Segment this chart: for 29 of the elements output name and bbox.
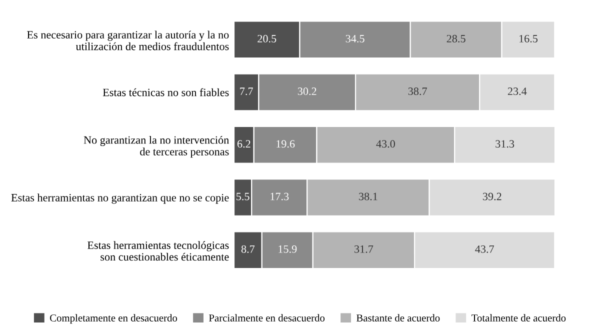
data-label: 16.5 (519, 34, 538, 42)
data-label: 15.9 (278, 245, 297, 253)
data-label: 8.7 (241, 245, 255, 253)
data-label: 31.7 (354, 245, 374, 253)
data-label: 7.7 (240, 88, 253, 96)
y-tick-label: Estas herramientas no garantizan que no se copie (11, 194, 229, 204)
data-label: 17.3 (270, 192, 289, 200)
y-tick-label: Es necesario para garantizar la autoría y la no utilización de medios fraudulentos (27, 30, 229, 50)
legend-label: Totalmente de acuerdo (472, 314, 566, 322)
data-label: 43.0 (376, 140, 395, 148)
data-label: 39.2 (482, 192, 502, 200)
y-tick-label: Estas técnicas no son fiables (102, 88, 229, 96)
data-label: 6.2 (237, 140, 250, 148)
legend-label: Bastante de acuerdo (356, 314, 440, 322)
data-label: 43.7 (475, 245, 494, 253)
data-label: 34.5 (346, 34, 364, 42)
legend-label: Parcialmente en desacuerdo (208, 314, 325, 322)
data-label: 28.5 (446, 34, 466, 42)
y-tick-label: No garantizan la no intervención de terceras personas (84, 136, 229, 158)
legend-label: Completamente en desacuerdo (50, 314, 178, 324)
data-label: 19.6 (276, 140, 295, 148)
data-label: 20.5 (258, 34, 276, 42)
data-label: 23.4 (508, 88, 527, 96)
data-label: 38.1 (359, 192, 378, 200)
y-tick-label: Estas herramientas tecnológicas son cuestionables éticamente (88, 241, 229, 261)
data-label: 5.5 (236, 192, 250, 200)
data-label: 38.7 (408, 88, 427, 96)
data-label: 31.3 (496, 140, 514, 148)
data-label: 30.2 (298, 88, 316, 96)
